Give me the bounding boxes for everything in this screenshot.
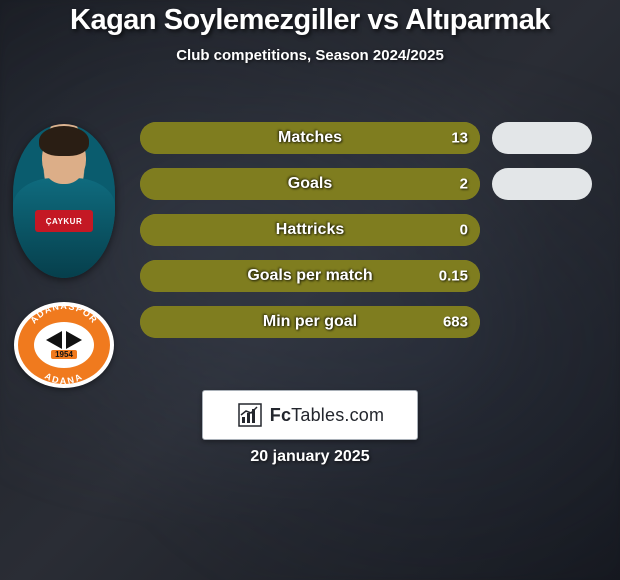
- stats-pills-player2: [492, 122, 610, 338]
- stat-value: 13: [451, 130, 468, 147]
- svg-text:ADANASPOR: ADANASPOR: [28, 302, 99, 325]
- stat-bar: Goals per match 0.15: [140, 260, 480, 292]
- club-badge-top-text: ADANASPOR: [28, 302, 99, 325]
- stats-bars: Matches 13 Goals 2 Hattricks 0 Goals per match…: [140, 122, 480, 338]
- stat-bar: Goals 2: [140, 168, 480, 200]
- stat-bar: Min per goal 683: [140, 306, 480, 338]
- stat-label: Min per goal: [263, 313, 357, 331]
- stat-value: 0: [460, 222, 468, 239]
- stat-value: 683: [443, 314, 468, 331]
- stat-label: Goals per match: [247, 267, 372, 285]
- svg-text:ADANA: ADANA: [43, 371, 85, 386]
- footer-brand-strong: Fc: [270, 405, 291, 425]
- chart-icon: [236, 401, 264, 429]
- stat-label: Hattricks: [276, 221, 344, 239]
- eagle-icon: [46, 331, 82, 349]
- club-badge-bottom-text: ADANA: [43, 371, 85, 386]
- player1-photo: ÇAYKUR: [13, 124, 115, 278]
- footer-brand-light: Tables.com: [291, 405, 384, 425]
- stat-pill-player2: [492, 122, 592, 154]
- left-player-column: ÇAYKUR ADANASPOR ADANA 1954: [8, 124, 120, 388]
- stat-bar: Hattricks 0: [140, 214, 480, 246]
- player2-club-badge: ADANASPOR ADANA 1954: [14, 302, 114, 388]
- snapshot-date: 20 january 2025: [250, 448, 369, 466]
- stat-label: Goals: [288, 175, 332, 193]
- stat-bar: Matches 13: [140, 122, 480, 154]
- stat-label: Matches: [278, 129, 342, 147]
- page-subtitle: Club competitions, Season 2024/2025: [0, 47, 620, 64]
- stat-pill-player2: [492, 168, 592, 200]
- stat-value: 2: [460, 176, 468, 193]
- player1-sponsor-badge: ÇAYKUR: [35, 210, 93, 232]
- club-badge-year: 1954: [51, 350, 77, 359]
- fctables-badge: FcTables.com: [202, 390, 418, 440]
- page-title: Kagan Soylemezgiller vs Altıparmak: [0, 4, 620, 37]
- stat-value: 0.15: [439, 268, 468, 285]
